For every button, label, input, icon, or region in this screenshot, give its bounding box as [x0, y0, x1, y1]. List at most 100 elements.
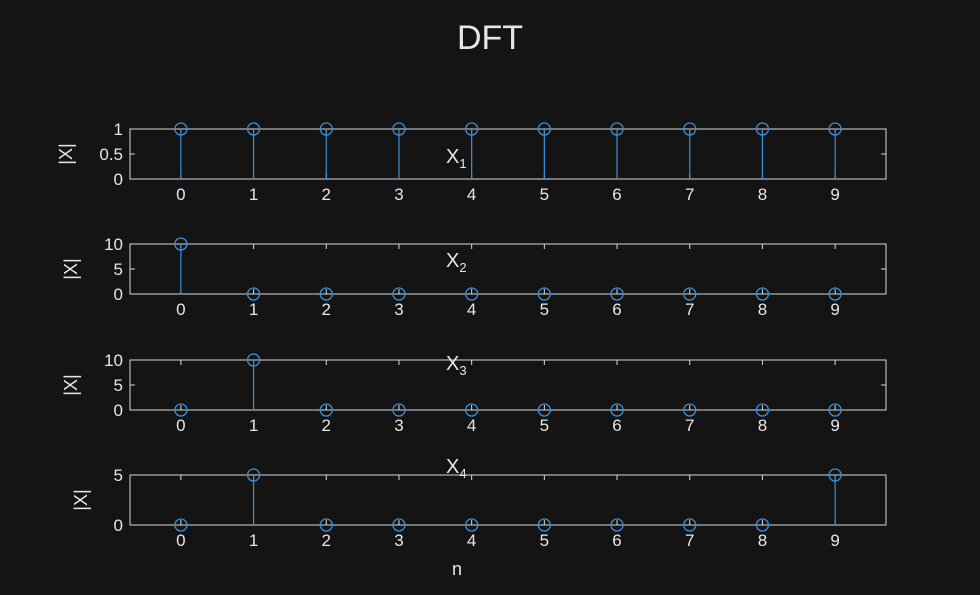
- x-tick-label: 8: [758, 416, 767, 435]
- stem-marker: [319, 403, 333, 417]
- x-tick-label: 0: [176, 416, 185, 435]
- stem-marker: [392, 518, 406, 532]
- x-tick-label: 7: [685, 300, 694, 319]
- x-tick-label: 9: [830, 185, 839, 204]
- stem-marker: [828, 468, 842, 482]
- x-tick-label: 1: [249, 531, 258, 550]
- y-tick-label: 5: [114, 376, 123, 395]
- x-tick-label: 6: [612, 416, 621, 435]
- y-tick-label: 5: [114, 466, 123, 485]
- x-tick-label: 8: [758, 185, 767, 204]
- x-tick-label: 4: [467, 531, 476, 550]
- subplot-title: X2: [446, 250, 467, 275]
- y-tick-label: 0: [114, 285, 123, 304]
- x-tick-label: 4: [467, 416, 476, 435]
- subplot-4: 0 1 2 3 4 5 6 7 8 9 0 5 |X| X4: [71, 456, 887, 550]
- x-tick-label: 9: [830, 416, 839, 435]
- y-axis-label: |X|: [56, 143, 76, 164]
- stem-marker: [537, 122, 551, 136]
- y-tick-label: 1: [114, 120, 123, 139]
- x-tick-label: 0: [176, 185, 185, 204]
- x-tick-label: 2: [322, 416, 331, 435]
- x-axis-label: n: [452, 559, 462, 579]
- x-tick-label: 9: [830, 531, 839, 550]
- x-tick-label: 5: [540, 531, 549, 550]
- subplot-3: 0 1 2 3 4 5 6 7 8 9 0 5 10 |X| X3: [61, 351, 887, 435]
- x-tick-label: 3: [394, 185, 403, 204]
- x-tick-label: 2: [322, 185, 331, 204]
- stem-marker: [174, 518, 188, 532]
- x-tick-label: 9: [830, 300, 839, 319]
- stem-marker: [755, 287, 770, 301]
- x-tick-label: 7: [685, 531, 694, 550]
- x-tick-label: 1: [249, 300, 258, 319]
- stem-marker: [465, 122, 479, 136]
- stem-marker: [392, 122, 406, 136]
- stem-marker: [537, 518, 551, 532]
- x-tick-label: 7: [685, 185, 694, 204]
- stem-marker: [755, 122, 770, 136]
- axes-box: [129, 474, 887, 526]
- x-tick-label: 7: [685, 416, 694, 435]
- x-tick-label: 8: [758, 300, 767, 319]
- stem-marker: [319, 287, 333, 301]
- subplot-title: X1: [446, 146, 467, 171]
- stem-marker: [683, 122, 697, 136]
- x-tick-label: 3: [394, 531, 403, 550]
- stem-marker: [392, 287, 406, 301]
- y-tick-label: 0: [114, 516, 123, 535]
- y-axis-label: |X|: [61, 374, 81, 395]
- x-tick-label: 6: [612, 531, 621, 550]
- stem-marker: [465, 518, 479, 532]
- stem-marker: [246, 468, 261, 482]
- x-tick-label: 3: [394, 416, 403, 435]
- y-axis-label: |X|: [71, 489, 91, 510]
- subplot-title: X3: [446, 353, 467, 378]
- stem-marker: [246, 353, 261, 367]
- stem-marker: [174, 237, 188, 251]
- stem-marker: [683, 403, 697, 417]
- stem-marker: [610, 287, 624, 301]
- x-tick-label: 0: [176, 531, 185, 550]
- y-tick-label: 10: [104, 235, 123, 254]
- stem-marker: [828, 403, 842, 417]
- stem-marker: [465, 287, 479, 301]
- stem-marker: [828, 122, 842, 136]
- y-tick-label: 10: [104, 351, 123, 370]
- stem-marker: [755, 403, 770, 417]
- x-tick-label: 5: [540, 416, 549, 435]
- stem-marker: [246, 122, 261, 136]
- x-tick-label: 6: [612, 300, 621, 319]
- subplot-1: 0 1 2 3 4 5 6 7 8 9 0 0.5 1 |X| X1: [56, 120, 887, 204]
- x-tick-label: 5: [540, 300, 549, 319]
- stem-marker: [174, 122, 188, 136]
- stem-marker: [392, 403, 406, 417]
- stem-marker: [537, 287, 551, 301]
- stem-marker: [683, 287, 697, 301]
- subplot-title: X4: [446, 456, 467, 481]
- x-tick-label: 6: [612, 185, 621, 204]
- stem-marker: [465, 403, 479, 417]
- stem-marker: [610, 403, 624, 417]
- y-axis-label: |X|: [61, 258, 81, 279]
- stem-marker: [610, 518, 624, 532]
- stem-marker: [828, 287, 842, 301]
- x-tick-label: 4: [467, 300, 476, 319]
- x-tick-label: 0: [176, 300, 185, 319]
- stem-marker: [246, 287, 261, 301]
- y-tick-label: 0: [114, 401, 123, 420]
- stem-marker: [319, 518, 333, 532]
- subplot-2: 0 1 2 3 4 5 6 7 8 9 0 5 10 |X| X2: [61, 235, 887, 319]
- x-tick-label: 5: [540, 185, 549, 204]
- x-tick-label: 1: [249, 185, 258, 204]
- y-tick-label: 0.5: [99, 145, 123, 164]
- y-tick-label: 5: [114, 260, 123, 279]
- stem-marker: [319, 122, 333, 136]
- x-tick-label: 2: [322, 531, 331, 550]
- x-tick-label: 2: [322, 300, 331, 319]
- figure-title: DFT: [457, 19, 523, 57]
